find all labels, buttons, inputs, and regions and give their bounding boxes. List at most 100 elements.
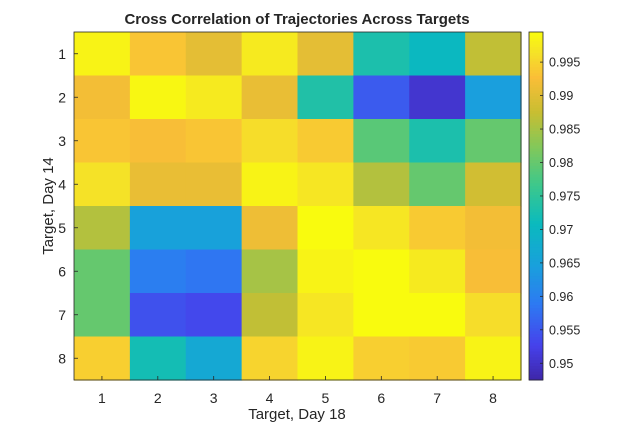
- colorbar-segment: [529, 229, 543, 233]
- colorbar-segment: [529, 130, 543, 134]
- colorbar-segment: [529, 113, 543, 117]
- colorbar-segment: [529, 194, 543, 198]
- heatmap-cell-r4-c7: [409, 162, 466, 207]
- colorbar-segment: [529, 40, 543, 45]
- plot-frame: [73, 31, 522, 381]
- heatmap-cell-r5-c2: [129, 206, 187, 251]
- y-tick-label: 1: [58, 46, 66, 62]
- colorbar-segment: [529, 37, 543, 42]
- heatmap-cell-r1-c7: [409, 32, 466, 77]
- colorbar-segment: [529, 177, 543, 181]
- colorbar-segment: [529, 124, 543, 129]
- x-tick-label: 3: [210, 390, 218, 406]
- heatmap-cell-r5-c6: [353, 206, 410, 251]
- heatmap-cell-r6-c8: [465, 249, 522, 294]
- y-tick-label: 7: [58, 307, 66, 323]
- heatmap-cell-r8-c7: [409, 336, 466, 381]
- y-tick-label: 6: [58, 263, 66, 279]
- heatmap-cell-r5-c5: [297, 206, 354, 251]
- colorbar-segment: [529, 345, 543, 349]
- colorbar-tick-label: 0.99: [549, 89, 573, 103]
- heatmap-cell-r8-c6: [353, 336, 410, 381]
- heatmap-cell-r1-c4: [241, 32, 299, 77]
- colorbar-segment: [529, 322, 543, 326]
- colorbar-segment: [529, 139, 543, 143]
- heatmap-cell-r6-c4: [241, 249, 299, 294]
- colorbar-segment: [529, 284, 543, 288]
- colorbar-segment: [529, 148, 543, 152]
- colorbar-segment: [529, 356, 543, 361]
- colorbar-segment: [529, 362, 543, 366]
- colorbar-segment: [529, 353, 543, 358]
- y-tick-label: 2: [58, 89, 66, 105]
- heatmap-cell-r8-c5: [297, 336, 354, 381]
- colorbar-segment: [529, 197, 543, 201]
- colorbar-segment: [529, 119, 543, 123]
- heatmap-cell-r8-c2: [129, 336, 187, 381]
- colorbar-segment: [529, 368, 543, 372]
- heatmap-cell-r5-c1: [74, 206, 131, 251]
- colorbar-segment: [529, 255, 543, 259]
- colorbar-segment: [529, 301, 543, 306]
- heatmap-cell-r4-c4: [241, 162, 299, 207]
- y-axis-ticks: 1 2 3 4 5 6 7 8: [58, 46, 78, 366]
- y-tick-label: 8: [58, 350, 66, 366]
- colorbar-tick-label: 0.965: [549, 256, 580, 270]
- heatmap-cell-r5-c7: [409, 206, 466, 251]
- colorbar-segment: [529, 153, 543, 158]
- colorbar-segment: [529, 43, 543, 47]
- colorbar-segment: [529, 162, 543, 166]
- colorbar-segment: [529, 203, 543, 207]
- x-tick-label: 2: [154, 390, 162, 406]
- colorbar-segment: [529, 55, 543, 59]
- colorbar-segment: [529, 58, 543, 62]
- heatmap-cell-r2-c7: [409, 75, 466, 120]
- heatmap-cell-r4-c6: [353, 162, 410, 207]
- colorbar-segment: [529, 168, 543, 172]
- colorbar-tick-label: 0.98: [549, 156, 573, 170]
- colorbar-segment: [529, 185, 543, 190]
- colorbar-segment: [529, 95, 543, 100]
- colorbar-segment: [529, 171, 543, 175]
- heatmap-cell-r4-c8: [465, 162, 522, 207]
- heatmap-cell-r7-c8: [465, 293, 522, 338]
- colorbar-tick-label: 0.975: [549, 189, 580, 203]
- colorbar-tick-label: 0.995: [549, 56, 580, 70]
- colorbar-segment: [529, 339, 543, 343]
- colorbar-segment: [529, 275, 543, 279]
- colorbar-segment: [529, 342, 543, 346]
- colorbar-segment: [529, 159, 543, 163]
- colorbar-segment: [529, 226, 543, 230]
- colorbar-segment: [529, 66, 543, 71]
- colorbar-segment: [529, 84, 543, 88]
- colorbar-tick-label: 0.955: [549, 323, 580, 337]
- heatmap-cell-r3-c6: [353, 119, 410, 164]
- colorbar-segment: [529, 188, 543, 192]
- colorbar-segment: [529, 52, 543, 56]
- heatmap-cell-r7-c6: [353, 293, 410, 338]
- colorbar-segment: [529, 278, 543, 282]
- colorbar-tick-label: 0.97: [549, 223, 573, 237]
- colorbar-segment: [529, 310, 543, 314]
- colorbar-segment: [529, 298, 543, 303]
- colorbar-segment: [529, 174, 543, 178]
- colorbar-segment: [529, 104, 543, 108]
- colorbar-segment: [529, 200, 543, 204]
- colorbar-segment: [529, 46, 543, 50]
- y-tick-label: 3: [58, 133, 66, 149]
- x-tick-label: 8: [489, 390, 497, 406]
- colorbar-segment: [529, 336, 543, 340]
- heatmap-cell-r6-c7: [409, 249, 466, 294]
- colorbar-segment: [529, 217, 543, 221]
- colorbar-frame: [528, 31, 544, 381]
- x-tick-label: 5: [322, 390, 330, 406]
- colorbar-segment: [529, 319, 543, 323]
- heatmap-cell-r6-c2: [129, 249, 187, 294]
- y-tick-label: 5: [58, 220, 66, 236]
- heatmap-cell-r3-c2: [129, 119, 187, 164]
- colorbar-segment: [529, 243, 543, 248]
- colorbar-segment: [529, 307, 543, 311]
- heatmap-cell-r3-c8: [465, 119, 522, 164]
- heatmap-cells: [74, 32, 522, 381]
